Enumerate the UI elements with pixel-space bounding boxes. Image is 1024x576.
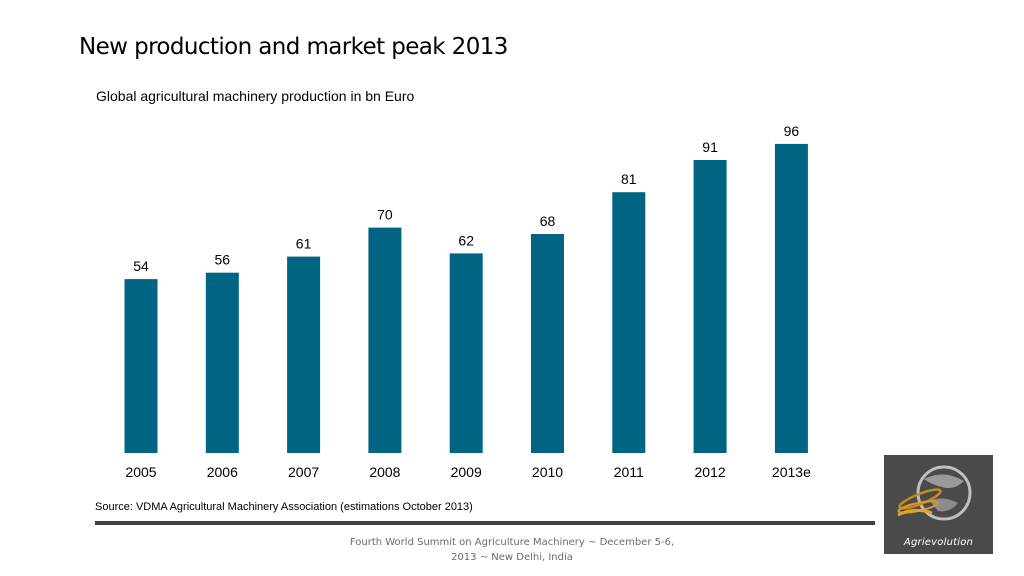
globe-wheat-icon — [897, 465, 972, 521]
bar-2009 — [449, 253, 483, 453]
source-note: Source: VDMA Agricultural Machinery Asso… — [95, 501, 473, 513]
bar-2008 — [368, 227, 402, 453]
bar-2011 — [612, 192, 646, 453]
x-tick-label-2005: 2005 — [125, 464, 156, 480]
x-tick-label-2010: 2010 — [532, 464, 563, 480]
x-tick-label-2013e: 2013e — [772, 464, 811, 480]
bar-2006 — [205, 272, 239, 453]
bar-2013e — [774, 143, 808, 453]
bar-2010 — [531, 234, 564, 453]
footer-divider — [95, 521, 875, 525]
data-label-2006: 56 — [215, 252, 231, 268]
data-label-2007: 61 — [296, 236, 312, 252]
x-tick-label-2012: 2012 — [695, 464, 726, 480]
x-tick-label-2009: 2009 — [451, 464, 482, 480]
data-label-2013e: 96 — [784, 123, 800, 139]
data-label-2009: 62 — [458, 232, 474, 248]
footer-text: Fourth World Summit on Agriculture Machi… — [349, 537, 675, 563]
x-tick-label-2007: 2007 — [288, 464, 319, 480]
data-label-2008: 70 — [377, 207, 393, 223]
logo-text: Agrievolution — [903, 537, 974, 548]
data-label-2005: 54 — [133, 258, 149, 274]
data-label-2011: 81 — [621, 171, 637, 187]
chart-title: Global agricultural machinery production… — [96, 88, 415, 104]
bar-2005 — [124, 279, 158, 453]
bar-2007 — [287, 256, 321, 453]
bar-2012 — [693, 160, 727, 453]
bar-chart: 54 2005 56 2006 61 2007 70 2008 62 2009 68 2010 81 20… — [124, 123, 811, 480]
x-tick-label-2006: 2006 — [207, 464, 238, 480]
x-tick-label-2008: 2008 — [369, 464, 400, 480]
slide-title: New production and market peak 2013 — [79, 34, 508, 60]
data-label-2010: 68 — [540, 213, 556, 229]
x-tick-label-2011: 2011 — [614, 464, 644, 480]
agrievolution-logo: Agrievolution — [884, 455, 993, 554]
data-label-2012: 91 — [702, 139, 718, 155]
